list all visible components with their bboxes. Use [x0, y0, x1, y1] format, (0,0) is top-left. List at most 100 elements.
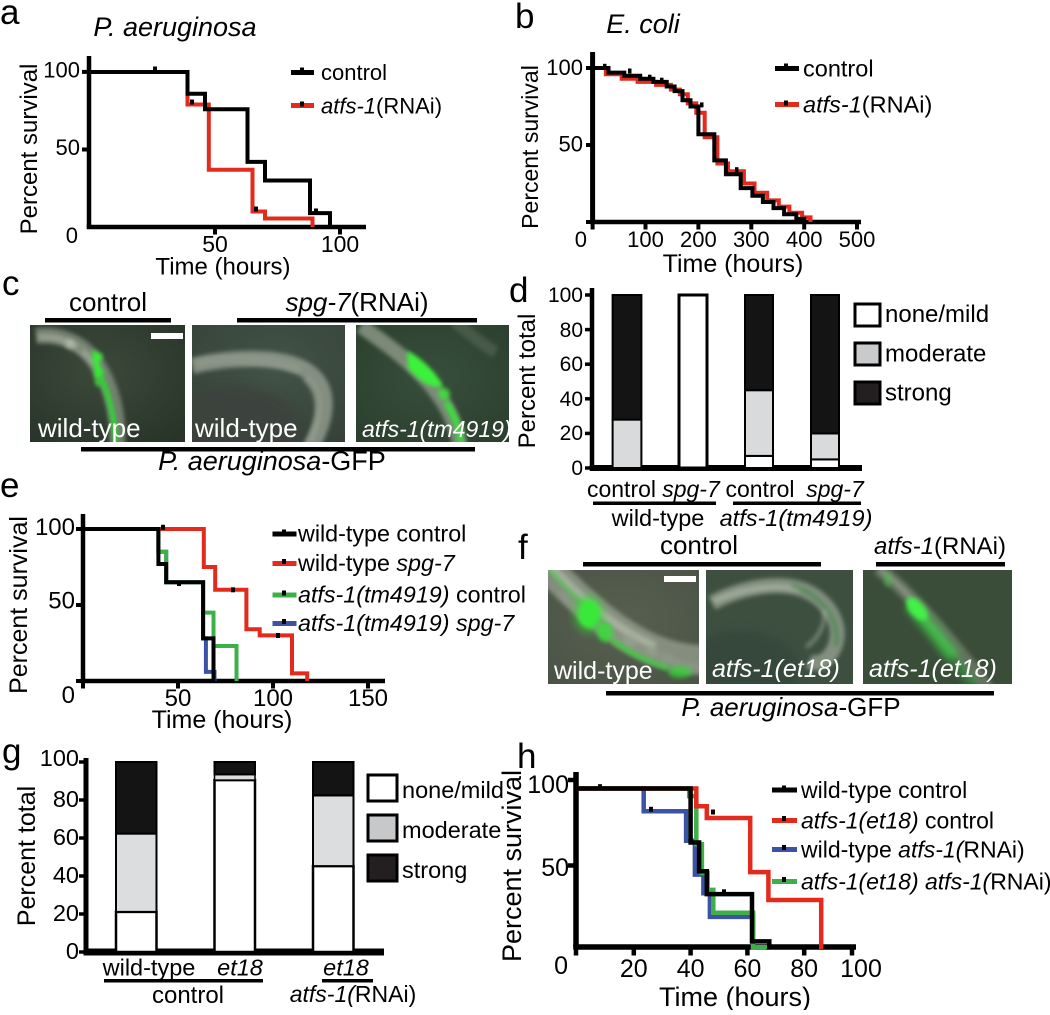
- svg-text:0: 0: [66, 938, 79, 964]
- svg-text:control: control: [587, 476, 656, 502]
- svg-text:spg-7: spg-7: [806, 476, 865, 502]
- svg-text:strong: strong: [885, 380, 952, 407]
- svg-text:wild-type control: wild-type control: [297, 521, 466, 547]
- svg-text:wild-type: wild-type: [194, 413, 298, 443]
- svg-text:h: h: [517, 737, 536, 776]
- svg-text:atfs-1(et18) control: atfs-1(et18) control: [801, 808, 994, 834]
- svg-text:Time (hours): Time (hours): [152, 706, 293, 734]
- svg-text:50: 50: [541, 854, 569, 882]
- svg-text:atfs-1(RNAi): atfs-1(RNAi): [321, 94, 442, 119]
- svg-text:control: control: [660, 530, 738, 560]
- svg-text:atfs-1(et18) atfs-1(RNAi): atfs-1(et18) atfs-1(RNAi): [801, 869, 1050, 895]
- svg-text:E. coli: E. coli: [606, 9, 681, 39]
- svg-text:20: 20: [53, 900, 79, 926]
- svg-text:d: d: [509, 271, 528, 310]
- svg-text:60: 60: [53, 824, 79, 850]
- svg-text:wild-type atfs-1(RNAi): wild-type atfs-1(RNAi): [800, 837, 1025, 863]
- svg-text:c: c: [2, 264, 20, 303]
- svg-text:80: 80: [560, 319, 583, 342]
- svg-text:0: 0: [62, 682, 75, 709]
- svg-text:50: 50: [56, 135, 80, 160]
- svg-text:atfs-1(tm4919): atfs-1(tm4919): [362, 416, 512, 442]
- svg-text:spg-7: spg-7: [662, 476, 721, 502]
- svg-text:Time (hours): Time (hours): [659, 982, 811, 1010]
- svg-text:0: 0: [66, 223, 78, 248]
- svg-text:50: 50: [48, 588, 75, 615]
- svg-text:P. aeruginosa: P. aeruginosa: [93, 12, 256, 42]
- svg-text:60: 60: [560, 353, 583, 376]
- svg-text:100: 100: [527, 771, 569, 799]
- svg-text:50: 50: [559, 132, 583, 157]
- svg-text:100: 100: [35, 514, 75, 541]
- svg-text:40: 40: [560, 388, 583, 411]
- svg-text:Percent survival: Percent survival: [16, 64, 43, 235]
- svg-text:wild-type: wild-type: [37, 413, 141, 443]
- svg-text:e: e: [0, 466, 19, 505]
- svg-text:80: 80: [53, 786, 79, 812]
- svg-text:atfs-1(RNAi): atfs-1(RNAi): [874, 533, 1006, 560]
- svg-text:wild-type spg-7: wild-type spg-7: [297, 550, 456, 576]
- svg-text:atfs-1(RNAi): atfs-1(RNAi): [290, 981, 417, 1007]
- svg-text:300: 300: [733, 227, 770, 252]
- svg-text:100: 100: [40, 745, 79, 771]
- svg-text:wild-type control: wild-type control: [800, 777, 967, 803]
- svg-text:atfs-1(tm4919): atfs-1(tm4919): [720, 505, 873, 531]
- svg-text:Time (hours): Time (hours): [663, 250, 804, 278]
- svg-text:atfs-1(RNAi): atfs-1(RNAi): [803, 92, 932, 118]
- svg-text:wild-type: wild-type: [102, 955, 196, 981]
- svg-text:100: 100: [627, 227, 664, 252]
- svg-text:0: 0: [571, 457, 583, 480]
- svg-text:control: control: [321, 60, 387, 85]
- svg-text:atfs-1(tm4919) spg-7: atfs-1(tm4919) spg-7: [298, 610, 515, 636]
- svg-text:100: 100: [548, 284, 583, 307]
- svg-text:wild-type: wild-type: [611, 505, 705, 531]
- svg-text:Percent survival: Percent survival: [517, 65, 543, 229]
- svg-text:50: 50: [202, 231, 228, 257]
- svg-text:moderate: moderate: [885, 341, 986, 368]
- svg-text:100: 100: [43, 58, 80, 83]
- svg-text:40: 40: [53, 862, 79, 888]
- svg-text:control: control: [69, 287, 147, 317]
- svg-text:b: b: [515, 0, 534, 36]
- svg-text:200: 200: [680, 227, 717, 252]
- svg-text:Percent survival: Percent survival: [497, 770, 527, 962]
- svg-text:none/mild: none/mild: [885, 301, 989, 328]
- svg-text:g: g: [2, 732, 21, 771]
- svg-text:400: 400: [786, 227, 823, 252]
- svg-text:20: 20: [620, 955, 648, 983]
- svg-text:Percent total: Percent total: [13, 786, 41, 926]
- svg-text:wild-type: wild-type: [553, 657, 653, 685]
- svg-text:P. aeruginosa-GFP: P. aeruginosa-GFP: [158, 446, 386, 476]
- svg-text:60: 60: [733, 955, 761, 983]
- svg-text:20: 20: [560, 422, 583, 445]
- svg-text:Time (hours): Time (hours): [155, 254, 290, 281]
- svg-text:40: 40: [677, 955, 705, 983]
- svg-text:80: 80: [790, 955, 818, 983]
- svg-text:100: 100: [253, 685, 293, 712]
- svg-text:et18: et18: [323, 955, 369, 981]
- svg-text:Percent survival: Percent survival: [5, 516, 33, 694]
- svg-text:100: 100: [546, 55, 583, 80]
- svg-text:control: control: [803, 56, 874, 82]
- svg-text:Percent total: Percent total: [514, 314, 541, 449]
- svg-text:0: 0: [554, 952, 568, 980]
- svg-text:a: a: [0, 0, 20, 32]
- svg-text:atfs-1(tm4919) control: atfs-1(tm4919) control: [298, 582, 526, 608]
- svg-text:atfs-1(et18): atfs-1(et18): [869, 655, 997, 683]
- svg-text:150: 150: [348, 685, 388, 712]
- svg-text:spg-7(RNAi): spg-7(RNAi): [285, 287, 428, 317]
- svg-text:0: 0: [575, 227, 587, 252]
- svg-text:none/mild: none/mild: [402, 777, 504, 803]
- svg-text:50: 50: [165, 685, 192, 712]
- svg-text:moderate: moderate: [402, 817, 501, 843]
- svg-text:500: 500: [839, 227, 876, 252]
- svg-text:atfs-1(et18): atfs-1(et18): [712, 655, 840, 683]
- svg-text:P. aeruginosa-GFP: P. aeruginosa-GFP: [681, 692, 900, 722]
- svg-text:control: control: [725, 476, 794, 502]
- svg-text:control: control: [152, 982, 224, 1009]
- svg-text:f: f: [518, 528, 528, 567]
- svg-text:100: 100: [321, 231, 359, 257]
- svg-text:strong: strong: [402, 857, 467, 883]
- svg-text:et18: et18: [217, 955, 263, 981]
- svg-text:100: 100: [840, 955, 882, 983]
